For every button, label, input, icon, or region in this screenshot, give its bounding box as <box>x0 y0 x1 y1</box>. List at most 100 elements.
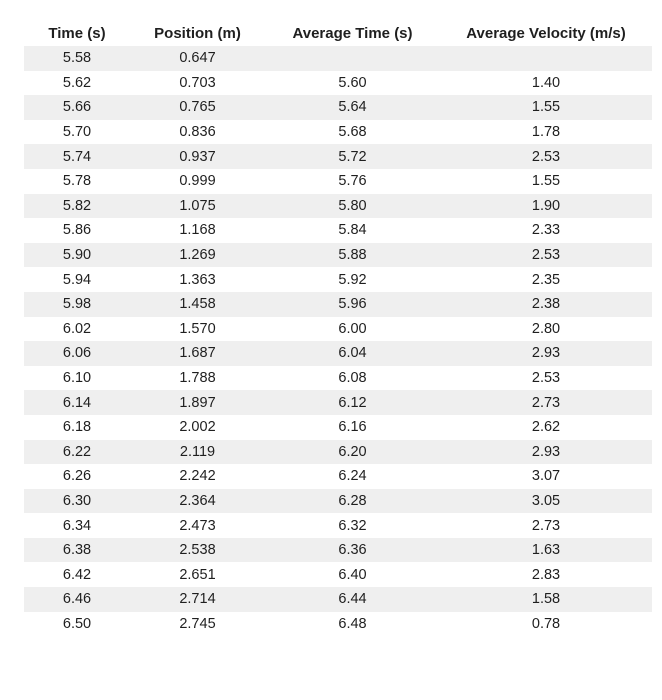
table-row: 6.14 1.897 6.12 2.73 <box>24 390 652 415</box>
table-row: 5.90 1.269 5.88 2.53 <box>24 242 652 268</box>
table-cell: 2.35 <box>531 271 561 288</box>
table-cell: 2.73 <box>531 517 561 534</box>
table-cell: 2.242 <box>179 468 216 485</box>
table-cell: 5.78 <box>62 173 92 190</box>
table-row: 6.50 2.745 6.48 0.78 <box>24 611 652 637</box>
table-cell: 5.90 <box>62 247 92 264</box>
table-cell: 0.836 <box>179 124 216 141</box>
table-row: 6.26 2.242 6.24 3.07 <box>24 464 652 489</box>
header-cell-position-m: Position (m) <box>130 20 265 46</box>
table-row: 6.30 2.364 6.28 3.05 <box>24 488 652 514</box>
table-cell: 0.703 <box>179 74 216 91</box>
table-cell: 2.364 <box>179 492 216 509</box>
table-cell: 6.16 <box>338 419 367 436</box>
data-table: Time (s) Position (m) Average Time (s) Aver… <box>24 20 652 637</box>
table-cell: 6.06 <box>62 345 92 362</box>
table-cell: 6.12 <box>338 394 367 411</box>
table-cell: 6.30 <box>62 492 92 509</box>
table-cell: 0.78 <box>531 615 561 632</box>
table-cell: 0.765 <box>179 99 216 116</box>
table-cell: 3.05 <box>531 492 561 509</box>
header-cell-time-s: Time (s) <box>24 20 130 46</box>
table-cell: 5.86 <box>62 222 92 239</box>
table-cell <box>265 46 440 71</box>
table-cell: 6.14 <box>62 394 92 411</box>
table-cell: 1.90 <box>531 197 561 214</box>
table-cell: 1.55 <box>531 99 561 116</box>
header-row: Time (s) Position (m) Average Time (s) Aver… <box>24 20 652 46</box>
table-row: 5.82 1.075 5.80 1.90 <box>24 193 652 219</box>
table-cell: 6.20 <box>338 443 367 460</box>
table-cell: 1.897 <box>179 394 216 411</box>
table-cell: 1.55 <box>531 173 561 190</box>
table-cell: 1.78 <box>531 124 561 141</box>
table-row: 5.58 0.647 <box>24 46 652 71</box>
table-cell: 6.08 <box>338 370 367 387</box>
table-cell: 2.83 <box>531 566 561 583</box>
table-cell: 1.363 <box>179 271 216 288</box>
table-cell: 5.72 <box>338 148 367 165</box>
table-cell: 6.02 <box>62 320 92 337</box>
table-cell: 5.62 <box>62 74 92 91</box>
table-cell: 5.58 <box>62 50 92 67</box>
table-row: 5.86 1.168 5.84 2.33 <box>24 218 652 243</box>
table-cell: 5.92 <box>338 271 367 288</box>
header-cell-average-time-s: Average Time (s) <box>265 20 440 46</box>
table-row: 5.62 0.703 5.60 1.40 <box>24 70 652 96</box>
table-cell: 1.168 <box>179 222 216 239</box>
table-row: 5.74 0.937 5.72 2.53 <box>24 144 652 169</box>
table-row: 6.46 2.714 6.44 1.58 <box>24 587 652 612</box>
header-cell-average-velocity-m-s: Average Velocity (m/s) <box>440 20 652 46</box>
table-cell: 5.98 <box>62 296 92 313</box>
table-cell: 1.687 <box>179 345 216 362</box>
table-cell: 5.74 <box>62 148 92 165</box>
table-cell: 6.00 <box>338 320 367 337</box>
table-cell: 6.28 <box>338 492 367 509</box>
table-cell: 6.48 <box>338 615 367 632</box>
table-cell: 1.40 <box>531 74 561 91</box>
table-cell: 2.53 <box>531 370 561 387</box>
table-cell: 2.714 <box>179 591 216 608</box>
table-cell: 5.88 <box>338 247 367 264</box>
table-cell: 6.50 <box>62 615 92 632</box>
table-body: 5.58 0.647 5.62 0.703 5.60 1.40 5.66 0.765 5.64 1… <box>24 46 652 637</box>
table-cell: 6.36 <box>338 542 367 559</box>
table-cell: 1.63 <box>531 542 561 559</box>
table-cell: 1.269 <box>179 247 216 264</box>
table-row: 6.22 2.119 6.20 2.93 <box>24 439 652 465</box>
table-cell: 2.538 <box>179 542 216 559</box>
table-cell: 6.10 <box>62 370 92 387</box>
table-cell: 5.82 <box>62 197 92 214</box>
table-cell: 0.937 <box>179 148 216 165</box>
table-cell: 5.66 <box>62 99 92 116</box>
table-cell: 2.73 <box>531 394 561 411</box>
table-cell: 5.80 <box>338 197 367 214</box>
table-cell: 6.44 <box>338 591 367 608</box>
table-cell: 6.18 <box>62 419 92 436</box>
table-cell: 6.32 <box>338 517 367 534</box>
table-cell: 2.62 <box>531 419 561 436</box>
table-row: 6.38 2.538 6.36 1.63 <box>24 537 652 563</box>
table-cell: 6.46 <box>62 591 92 608</box>
table-cell: 5.76 <box>338 173 367 190</box>
table-row: 6.34 2.473 6.32 2.73 <box>24 513 652 538</box>
table-cell: 6.34 <box>62 517 92 534</box>
table-cell: 6.38 <box>62 542 92 559</box>
table-row: 6.02 1.570 6.00 2.80 <box>24 316 652 342</box>
table-cell: 2.80 <box>531 320 561 337</box>
table-cell: 3.07 <box>531 468 561 485</box>
table-cell: 6.26 <box>62 468 92 485</box>
table-cell: 2.002 <box>179 419 216 436</box>
table-cell: 5.60 <box>338 74 367 91</box>
table-cell: 6.04 <box>338 345 367 362</box>
table-row: 5.66 0.765 5.64 1.55 <box>24 95 652 120</box>
table-cell: 1.58 <box>531 591 561 608</box>
table-row: 6.06 1.687 6.04 2.93 <box>24 341 652 366</box>
table-row: 6.42 2.651 6.40 2.83 <box>24 562 652 588</box>
table-cell: 5.68 <box>338 124 367 141</box>
table-cell: 2.93 <box>531 345 561 362</box>
table-cell: 2.38 <box>531 296 561 313</box>
table-row: 5.94 1.363 5.92 2.35 <box>24 267 652 292</box>
table-cell: 5.96 <box>338 296 367 313</box>
